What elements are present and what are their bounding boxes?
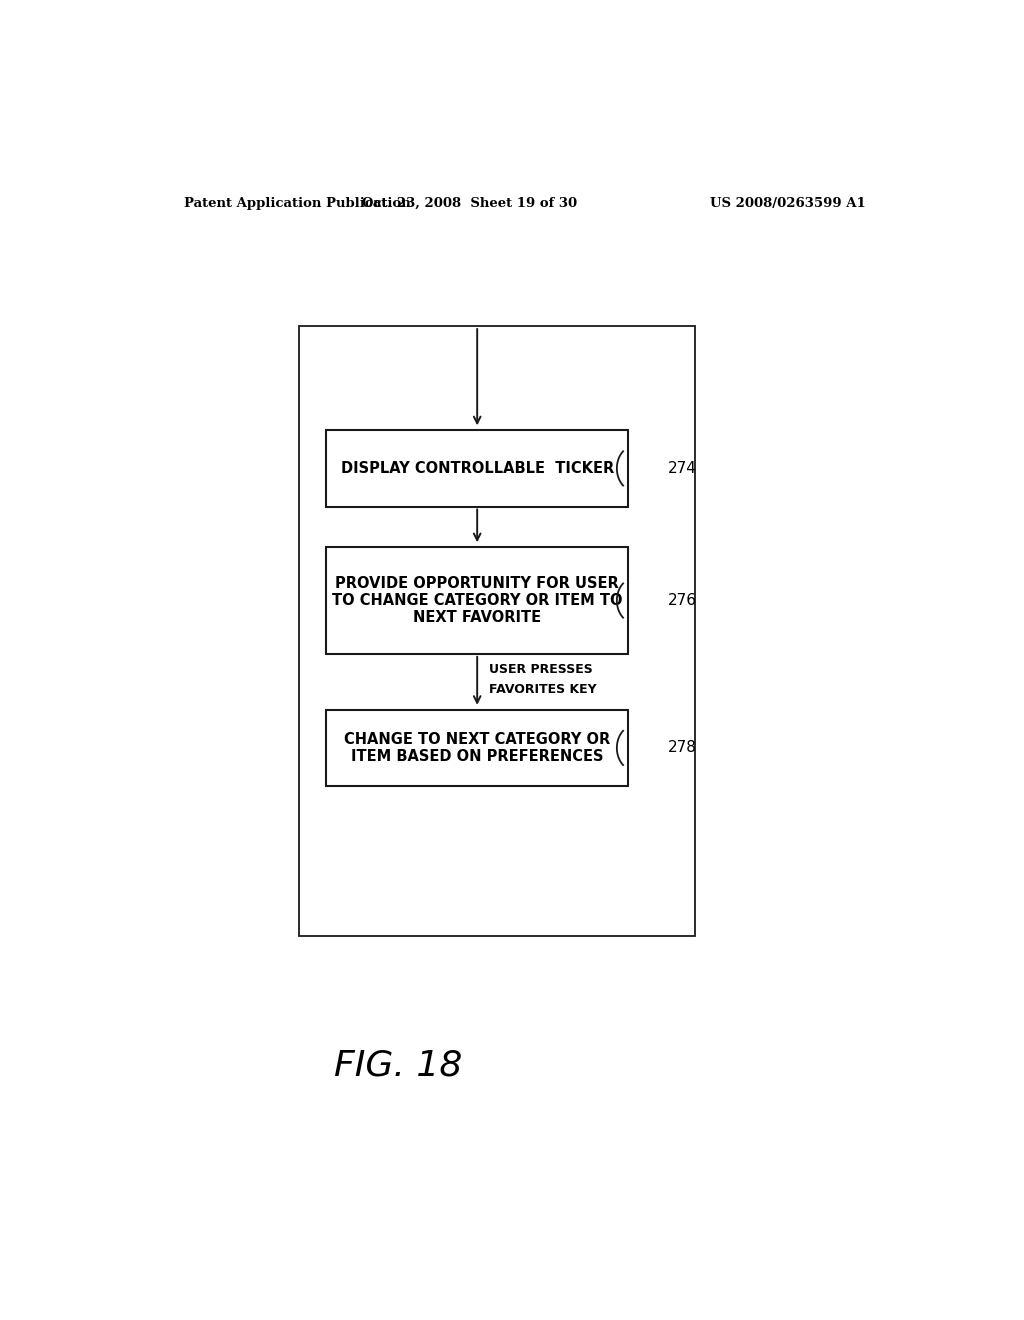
Bar (327, 548, 628, 653)
Text: DISPLAY CONTROLLABLE  TICKER: DISPLAY CONTROLLABLE TICKER (341, 461, 613, 477)
Text: 278: 278 (668, 741, 696, 755)
Text: Patent Application Publication: Patent Application Publication (183, 197, 411, 210)
Text: US 2008/0263599 A1: US 2008/0263599 A1 (711, 197, 866, 210)
Text: FAVORITES KEY: FAVORITES KEY (489, 684, 597, 697)
Text: 276: 276 (668, 593, 696, 609)
Bar (299, 326, 695, 936)
Text: 274: 274 (668, 461, 696, 477)
Text: USER PRESSES: USER PRESSES (489, 663, 593, 676)
Text: CHANGE TO NEXT CATEGORY OR
ITEM BASED ON PREFERENCES: CHANGE TO NEXT CATEGORY OR ITEM BASED ON… (344, 731, 610, 764)
Bar (327, 430, 628, 507)
Text: FIG. 18: FIG. 18 (334, 1048, 462, 1082)
Bar (327, 710, 628, 785)
Text: Oct. 23, 2008  Sheet 19 of 30: Oct. 23, 2008 Sheet 19 of 30 (361, 197, 577, 210)
Text: PROVIDE OPPORTUNITY FOR USER
TO CHANGE CATEGORY OR ITEM TO
NEXT FAVORITE: PROVIDE OPPORTUNITY FOR USER TO CHANGE C… (332, 576, 623, 626)
